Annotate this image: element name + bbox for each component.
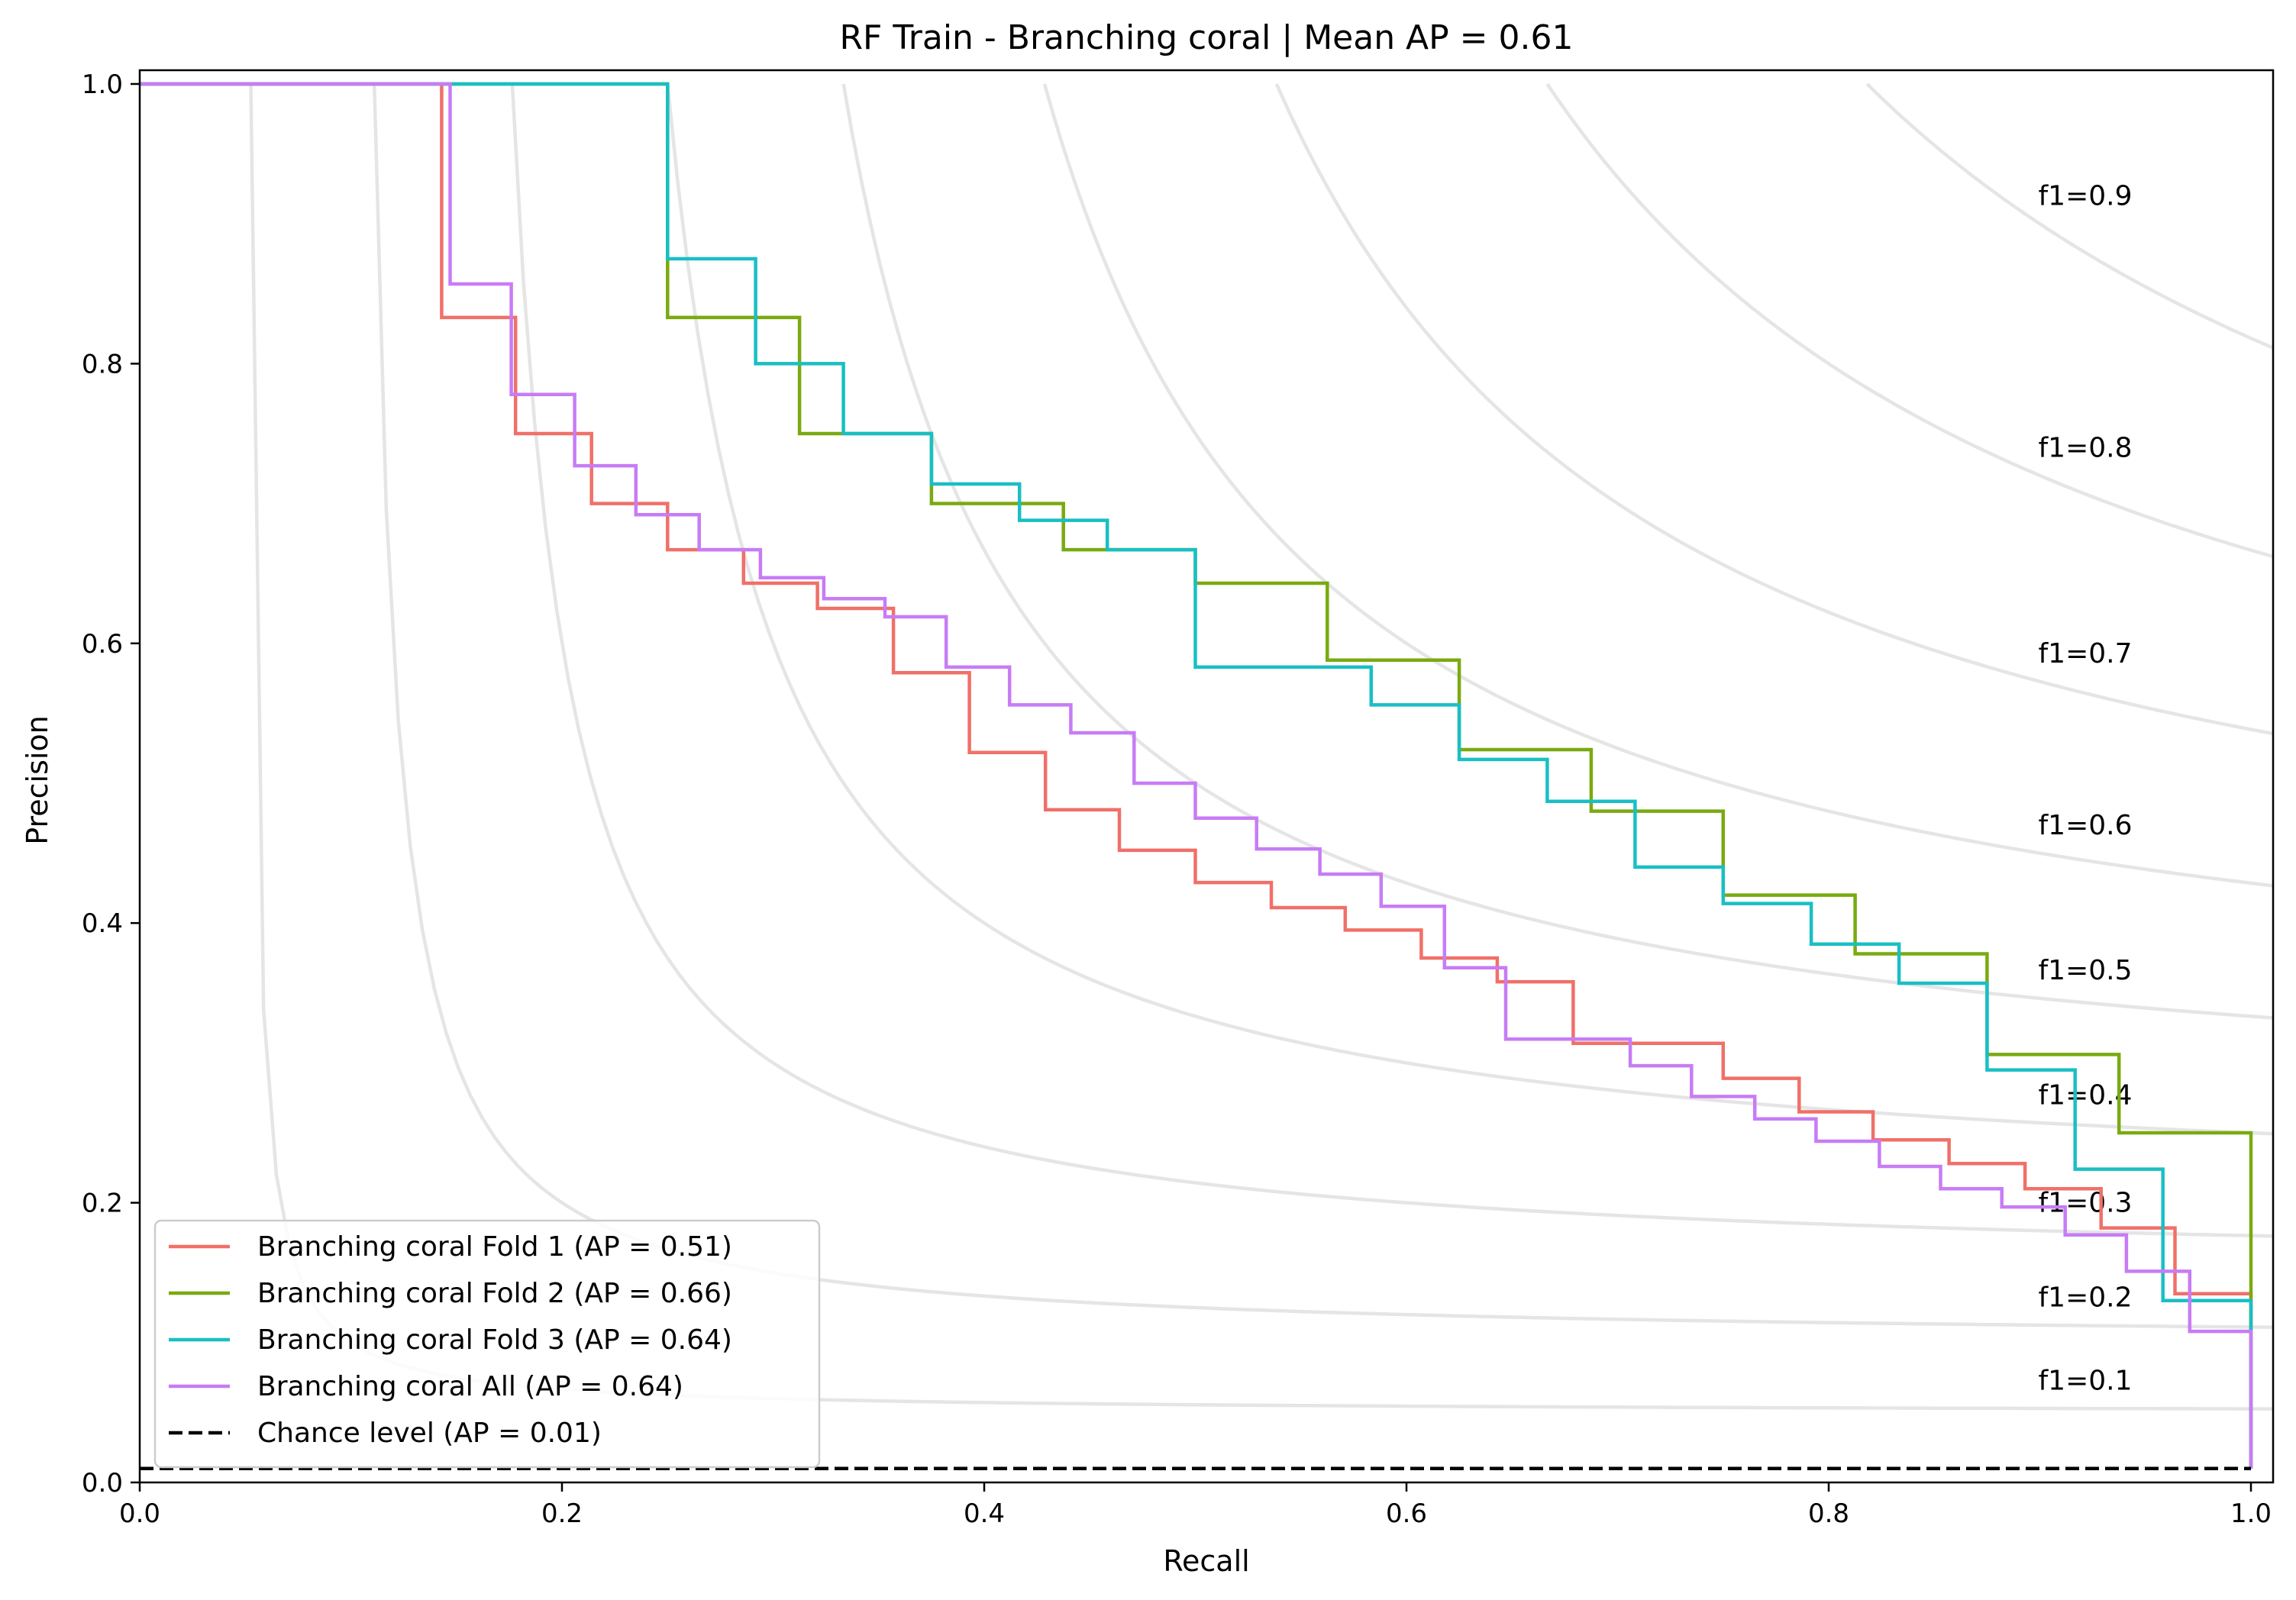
legend: Branching coral Fold 1 (AP = 0.51) Branch… (153, 1219, 821, 1469)
y-tick-label: 0.8 (82, 349, 123, 379)
chart-title: RF Train - Branching coral | Mean AP = 0… (839, 18, 1573, 57)
series-line (140, 82, 2253, 1469)
iso-f1-label: f1=0.3 (2039, 1188, 2133, 1219)
y-tick-label: 0.4 (82, 908, 123, 939)
iso-f1-curve (1042, 83, 2273, 888)
iso-f1-curve (666, 83, 2273, 1136)
x-axis-label: Recall (1163, 1544, 1249, 1578)
iso-f1-curve (1545, 82, 2273, 559)
y-tick-label: 1.0 (82, 69, 123, 100)
iso-f1-curve (841, 83, 2273, 1020)
plot-frame (138, 69, 2275, 1484)
legend-entry: Branching coral Fold 2 (AP = 0.66) (257, 1278, 732, 1309)
series-lines (140, 82, 2253, 1470)
iso-f1-label: f1=0.4 (2039, 1079, 2133, 1111)
iso-f1-label: f1=0.9 (2039, 181, 2133, 212)
iso-f1-curve (1274, 83, 2273, 736)
y-axis-label: Precision (21, 715, 54, 845)
iso-f1-curves: f1=0.1 f1=0.2 f1=0.3 f1=0.4 f1=0.5 f1=0.6 f1=0… (249, 82, 2273, 1411)
legend-entry: Branching coral All (AP = 0.64) (257, 1371, 683, 1402)
iso-f1-label: f1=0.5 (2039, 955, 2133, 986)
series-line (140, 82, 2253, 1469)
iso-f1-label: f1=0.8 (2039, 432, 2133, 463)
x-tick-label: 0.0 (119, 1498, 160, 1529)
y-tick-label: 0.6 (82, 629, 123, 660)
iso-f1-curve (510, 83, 2273, 1238)
x-tick-label: 0.2 (541, 1498, 583, 1529)
legend-entry: Branching coral Fold 1 (AP = 0.51) (257, 1231, 732, 1263)
iso-f1-label: f1=0.7 (2039, 638, 2133, 669)
series-line (140, 82, 2253, 1469)
y-tick-label: 0.2 (82, 1189, 123, 1219)
legend-box (153, 1219, 821, 1469)
iso-f1-label: f1=0.1 (2039, 1365, 2133, 1396)
iso-f1-curve (1865, 82, 2273, 350)
axis-ticks: 0.0 0.2 0.4 0.6 0.8 1.0 0.0 0.2 0.4 0.6 0.8 1.0 (82, 69, 2272, 1529)
iso-f1-label: f1=0.2 (2039, 1282, 2133, 1313)
legend-entry: Branching coral Fold 3 (AP = 0.64) (257, 1324, 732, 1356)
x-tick-label: 1.0 (2230, 1498, 2272, 1529)
y-tick-label: 0.0 (82, 1468, 123, 1498)
iso-f1-label: f1=0.6 (2039, 810, 2133, 841)
x-tick-label: 0.6 (1386, 1498, 1427, 1529)
legend-entry: Chance level (AP = 0.01) (257, 1418, 602, 1449)
x-tick-label: 0.4 (964, 1498, 1005, 1529)
x-tick-label: 0.8 (1808, 1498, 1849, 1529)
